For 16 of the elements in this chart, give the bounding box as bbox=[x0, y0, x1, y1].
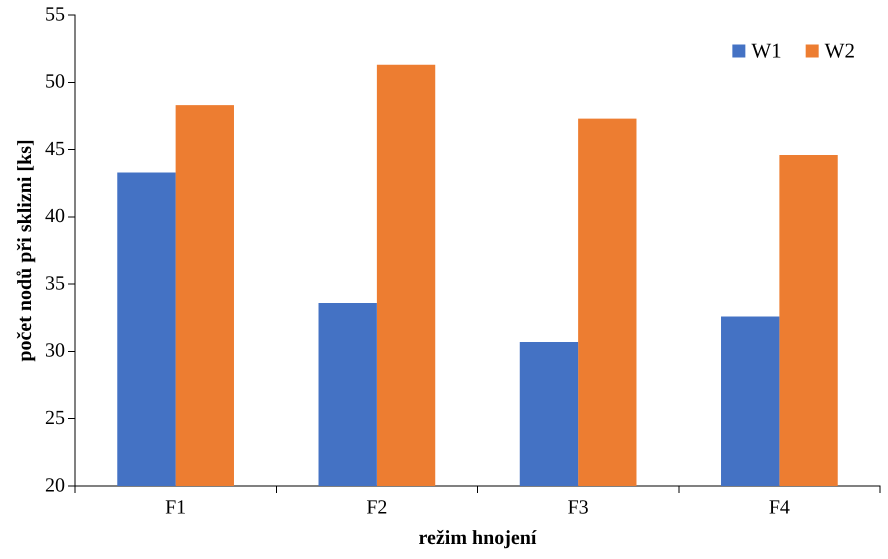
x-tick-label: F4 bbox=[768, 496, 790, 518]
x-tick-label: F3 bbox=[568, 496, 589, 518]
y-tick-label: 35 bbox=[45, 272, 65, 294]
y-axis-title: počet nodů při sklizni [ks] bbox=[14, 139, 36, 362]
y-tick-label: 50 bbox=[45, 70, 65, 93]
y-tick-label: 25 bbox=[45, 406, 65, 429]
x-axis-title: režim hnojení bbox=[418, 527, 537, 550]
y-tick-label: 20 bbox=[45, 474, 65, 496]
y-tick-label: 30 bbox=[45, 340, 65, 362]
legend-label: W2 bbox=[824, 38, 856, 63]
y-tick-label: 55 bbox=[45, 3, 65, 26]
x-tick-label: F2 bbox=[366, 496, 388, 518]
y-tick-label: 45 bbox=[45, 138, 65, 160]
x-tick-label: F1 bbox=[165, 496, 186, 518]
y-tick-label: 40 bbox=[45, 205, 65, 228]
legend-label: W1 bbox=[751, 38, 782, 63]
